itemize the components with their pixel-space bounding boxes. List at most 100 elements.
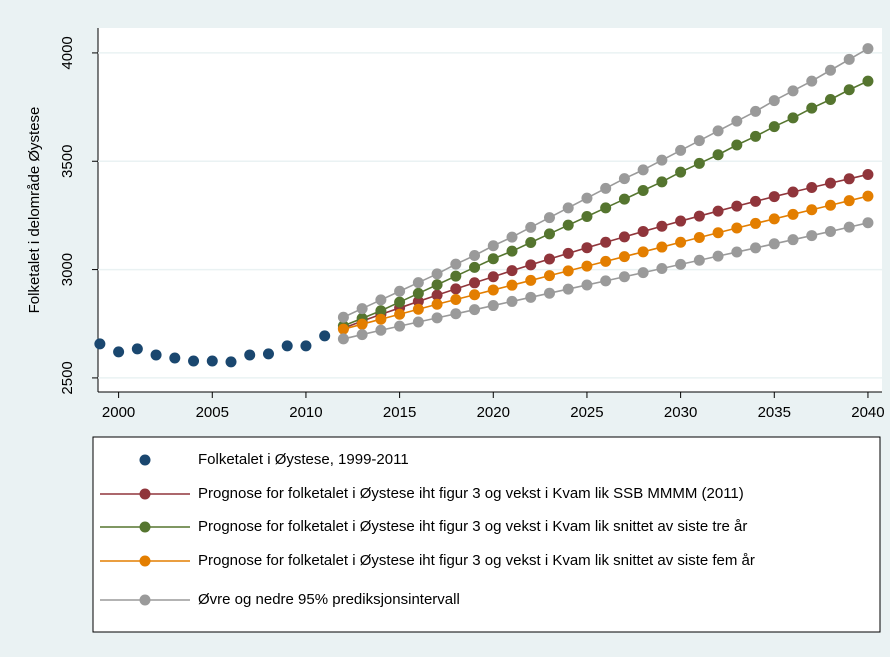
y-tick-label: 4000 — [59, 36, 76, 69]
data-point — [600, 275, 612, 287]
data-point — [806, 102, 818, 114]
data-point — [750, 105, 762, 117]
data-point — [506, 279, 518, 291]
legend — [92, 436, 881, 633]
data-point — [787, 186, 799, 198]
data-point — [731, 246, 743, 258]
y-tick-label: 3500 — [59, 145, 76, 178]
data-point — [656, 241, 668, 253]
data-point — [618, 193, 630, 205]
data-point — [469, 250, 481, 261]
data-point — [356, 329, 368, 341]
data-point — [431, 312, 443, 324]
data-point — [600, 182, 612, 194]
data-point — [824, 225, 836, 237]
data-point — [712, 149, 724, 161]
data-point — [469, 277, 481, 289]
legend-marker — [139, 521, 151, 533]
data-point — [712, 227, 724, 239]
x-tick-label: 2000 — [102, 404, 135, 421]
data-point — [506, 265, 518, 277]
data-point — [394, 285, 406, 297]
data-point — [487, 253, 499, 265]
data-point — [394, 308, 406, 320]
x-tick-label: 2040 — [851, 404, 884, 421]
x-tick-label: 2015 — [383, 404, 416, 421]
data-point — [656, 220, 668, 232]
data-point — [768, 213, 780, 225]
data-point — [750, 242, 762, 254]
data-point — [412, 287, 424, 299]
data-point — [506, 231, 518, 243]
data-point — [806, 181, 818, 193]
data-point — [824, 199, 836, 211]
legend-label: Prognose for folketalet i Øystese iht fi… — [198, 518, 747, 535]
data-point — [244, 349, 256, 361]
data-point — [581, 192, 593, 204]
data-point — [525, 291, 537, 303]
plot-area — [98, 28, 882, 392]
data-point — [394, 320, 406, 332]
data-point — [506, 295, 518, 307]
data-point — [543, 228, 555, 240]
data-point — [806, 75, 818, 87]
data-point — [543, 287, 555, 299]
legend-label: Prognose for folketalet i Øystese iht fi… — [198, 552, 755, 569]
data-point — [656, 176, 668, 188]
data-point — [600, 236, 612, 248]
data-point — [581, 242, 593, 254]
data-point — [356, 318, 368, 330]
data-point — [450, 283, 462, 295]
data-point — [843, 221, 855, 233]
data-point — [750, 217, 762, 229]
data-point — [412, 316, 424, 328]
legend-label: Prognose for folketalet i Øystese iht fi… — [198, 485, 744, 502]
data-point — [543, 212, 555, 224]
data-point — [375, 313, 387, 325]
data-point — [693, 254, 705, 266]
data-point — [525, 221, 537, 233]
data-point — [581, 211, 593, 222]
data-point — [618, 251, 630, 263]
data-point — [506, 245, 518, 257]
y-axis-label: Folketalet i delområde Øystese — [26, 107, 43, 314]
data-point — [150, 349, 162, 361]
data-point — [787, 208, 799, 220]
data-point — [562, 202, 574, 214]
data-point — [319, 330, 331, 342]
data-point — [525, 237, 537, 248]
data-point — [94, 338, 106, 350]
data-point — [600, 202, 612, 214]
data-point — [862, 217, 874, 229]
data-point — [356, 303, 368, 315]
data-point — [731, 200, 743, 212]
data-point — [843, 173, 855, 185]
data-point — [487, 240, 499, 252]
legend-label: Folketalet i Øystese, 1999-2011 — [198, 451, 409, 468]
data-point — [581, 260, 593, 272]
data-point — [375, 294, 387, 306]
data-point — [637, 164, 649, 176]
x-tick-label: 2020 — [477, 404, 510, 421]
y-tick-label: 3000 — [59, 253, 76, 286]
data-point — [806, 204, 818, 216]
data-point — [543, 270, 555, 282]
data-point — [412, 303, 424, 315]
data-point — [431, 268, 443, 280]
data-point — [300, 340, 312, 352]
data-point — [693, 232, 705, 244]
data-point — [394, 296, 406, 308]
data-point — [731, 222, 743, 234]
data-point — [113, 346, 125, 358]
data-point — [450, 270, 462, 282]
data-point — [824, 64, 836, 76]
data-point — [768, 191, 780, 203]
data-point — [656, 263, 668, 274]
data-point — [487, 284, 499, 296]
data-point — [768, 121, 780, 133]
data-point — [431, 298, 443, 310]
data-point — [675, 215, 687, 227]
data-point — [675, 236, 687, 248]
